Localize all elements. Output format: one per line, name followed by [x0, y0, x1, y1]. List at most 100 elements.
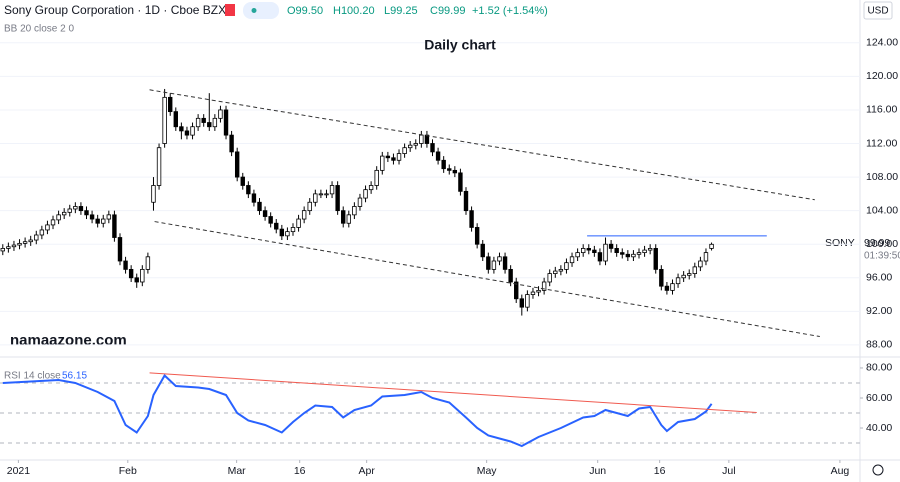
candle	[586, 244, 591, 255]
candle-body	[413, 143, 418, 146]
y-tick-label: 120.00	[866, 70, 898, 82]
currency-badge[interactable]	[863, 1, 893, 20]
candle	[519, 294, 525, 316]
candle	[201, 114, 206, 127]
candle-body	[687, 273, 692, 276]
candle	[486, 252, 491, 274]
y-tick-label: 88.00	[866, 339, 892, 351]
candle-body	[575, 252, 580, 258]
candle	[385, 151, 391, 162]
rsi-line	[2, 373, 713, 448]
trend-line	[149, 89, 815, 201]
candle-body	[168, 96, 173, 113]
x-tick-label: Aug	[831, 465, 850, 477]
candle-body	[659, 268, 664, 287]
candle-body	[234, 151, 240, 178]
candle-body	[502, 256, 508, 270]
candle-body	[380, 155, 385, 171]
candle-body	[84, 210, 89, 216]
x-tick-label: Apr	[358, 465, 375, 477]
candle-body	[123, 260, 128, 270]
candle	[112, 210, 117, 242]
candle-body	[625, 253, 631, 258]
candle-body	[452, 169, 458, 174]
candle-body	[580, 248, 586, 254]
toggle[interactable]	[243, 2, 279, 19]
settings-icon[interactable]	[872, 464, 884, 476]
candle	[536, 286, 541, 297]
candle	[558, 265, 564, 276]
candle-body	[101, 218, 106, 224]
candle	[458, 168, 463, 196]
candle-body	[184, 130, 190, 136]
candle-body	[218, 109, 223, 119]
y-tick-label: 40.00	[866, 422, 892, 434]
candle	[670, 279, 675, 295]
candle-body	[368, 185, 374, 191]
candle	[279, 224, 285, 241]
candle-body	[419, 134, 424, 144]
candle	[11, 240, 17, 251]
candle	[168, 93, 173, 116]
candle	[430, 139, 435, 157]
candle-body	[112, 214, 117, 238]
candle-body	[240, 176, 245, 186]
candle-body	[301, 210, 307, 220]
candle	[318, 189, 324, 199]
candle	[117, 233, 123, 266]
candle-body	[56, 214, 61, 221]
candle-body	[251, 193, 257, 203]
candle	[452, 166, 458, 178]
candle-body	[608, 243, 614, 249]
candle	[324, 189, 329, 199]
candle-body	[6, 246, 11, 249]
candle-body	[11, 244, 17, 248]
candle-body	[569, 256, 575, 264]
flag-icon[interactable]	[225, 4, 235, 16]
indicator-label[interactable]: BB 20 close 2 0	[4, 24, 74, 35]
candle	[162, 88, 167, 148]
currency: USD	[867, 6, 888, 17]
candle-body	[547, 273, 552, 283]
candle	[61, 208, 67, 220]
candle	[140, 265, 145, 287]
y-tick-label: 104.00	[866, 204, 898, 216]
candle	[474, 223, 480, 249]
candle-body	[435, 151, 441, 161]
candle	[101, 214, 106, 228]
candle-body	[0, 248, 5, 252]
candle-body	[458, 172, 463, 192]
change: +1.52 (+1.54%)	[472, 5, 548, 17]
candle	[223, 105, 229, 140]
candle-body	[514, 281, 519, 300]
candle-body	[73, 206, 78, 210]
candle	[240, 172, 245, 190]
candle	[553, 266, 558, 278]
candle	[575, 248, 580, 262]
candle	[134, 273, 139, 288]
chart-title: Daily chart	[424, 37, 496, 53]
candle	[212, 114, 218, 131]
candle	[435, 147, 441, 165]
candle-body	[480, 243, 485, 258]
candle	[156, 143, 162, 190]
candle	[28, 235, 33, 246]
candle-body	[564, 262, 569, 270]
candle	[145, 252, 151, 274]
symbol[interactable]: Sony Group Corporation · 1D · Cboe BZX	[4, 3, 226, 17]
candle	[525, 290, 530, 312]
candle-body	[50, 219, 56, 226]
candle	[687, 269, 692, 280]
candle-body	[28, 239, 33, 243]
last-price: 99.99	[864, 237, 890, 249]
candle-body	[447, 168, 452, 171]
candle	[6, 242, 11, 253]
candle	[592, 245, 597, 257]
candle-body	[346, 214, 351, 224]
candle-body	[335, 185, 340, 212]
candle	[620, 248, 625, 259]
candle-body	[486, 256, 491, 270]
candle	[84, 206, 89, 220]
x-tick-label: May	[477, 465, 498, 477]
